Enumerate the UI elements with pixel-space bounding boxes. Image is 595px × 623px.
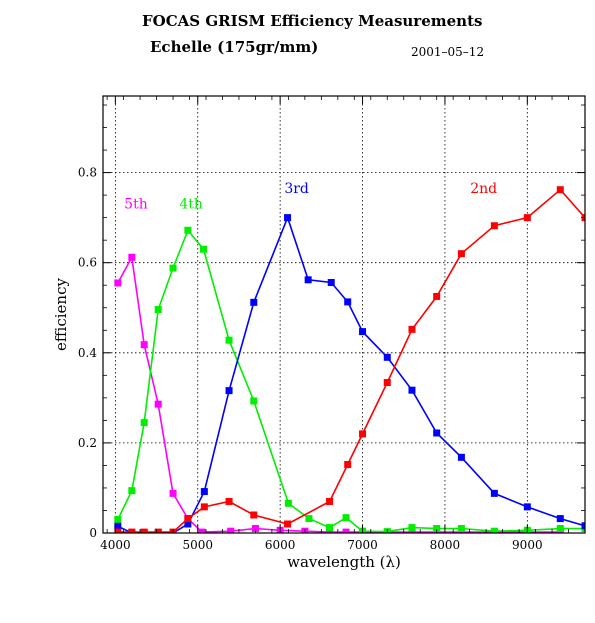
data-point-5th (140, 341, 148, 349)
data-point-5th (342, 528, 350, 533)
data-point-3rd (327, 279, 335, 287)
data-point-2nd (200, 503, 208, 511)
data-point-3rd (184, 520, 192, 528)
y-axis-label: efficiency (52, 278, 70, 351)
data-point-4th (154, 306, 162, 314)
data-point-3rd (408, 386, 416, 394)
data-point-3rd (433, 429, 441, 437)
data-point-2nd (128, 528, 136, 533)
data-point-2nd (140, 528, 148, 533)
data-point-4th (457, 524, 465, 532)
x-tick-label: 5000 (182, 538, 213, 552)
data-point-4th (140, 419, 148, 427)
x-tick-label: 9000 (512, 538, 543, 552)
chart-date: 2001–05–12 (411, 45, 485, 59)
data-point-4th (128, 487, 136, 495)
y-tick-label: 0 (89, 526, 97, 540)
data-point-2nd (433, 292, 441, 300)
series-4th (114, 226, 585, 533)
data-point-2nd (556, 186, 564, 194)
data-point-3rd (359, 328, 367, 336)
data-point-3rd (523, 503, 531, 511)
series-label-4th: 4th (179, 197, 203, 213)
x-tick-label: 4000 (100, 538, 131, 552)
axis-ticks: 4000 5000 6000 7000 8000 9000 0 0.2 0.4 0.6 0.8 (78, 96, 586, 552)
grid (103, 96, 585, 533)
data-point-3rd (304, 276, 312, 284)
y-tick-label: 0.6 (78, 256, 97, 270)
data-point-2nd (154, 528, 162, 533)
data-point-4th (556, 524, 564, 532)
data-point-3rd (581, 522, 585, 530)
data-point-4th (169, 264, 177, 272)
data-point-3rd (250, 298, 258, 306)
data-point-5th (198, 528, 206, 533)
data-point-4th (250, 397, 258, 405)
data-point-2nd (490, 222, 498, 230)
data-point-3rd (556, 515, 564, 523)
x-tick-label: 8000 (430, 538, 461, 552)
data-point-4th (284, 499, 292, 507)
data-point-2nd (284, 520, 292, 528)
data-point-4th (184, 226, 192, 234)
plot-frame (102, 95, 586, 534)
data-point-3rd (344, 298, 352, 306)
data-point-4th (305, 515, 313, 523)
data-point-2nd (359, 430, 367, 438)
data-point-4th (433, 524, 441, 532)
data-point-2nd (184, 515, 192, 523)
data-point-3rd (457, 453, 465, 461)
y-tick-label: 0.2 (78, 436, 97, 450)
data-point-2nd (383, 379, 391, 387)
series-label-5th: 5th (124, 197, 148, 213)
data-point-3rd (114, 522, 122, 530)
data-point-2nd (344, 461, 352, 469)
data-point-2nd (457, 250, 465, 258)
data-point-2nd (326, 497, 334, 505)
series-line-2nd (117, 188, 585, 533)
data-point-5th (169, 489, 177, 497)
data-point-3rd (284, 214, 292, 222)
data-point-5th (227, 527, 235, 533)
data-point-2nd (225, 497, 233, 505)
series-label-3rd: 3rd (284, 181, 309, 197)
x-tick-label: 7000 (347, 538, 378, 552)
data-point-3rd (225, 387, 233, 395)
data-point-3rd (383, 353, 391, 361)
series-line-3rd (117, 215, 585, 533)
series-line-4th (117, 228, 585, 533)
x-tick-label: 6000 (265, 538, 296, 552)
data-point-4th (342, 514, 350, 522)
data-point-5th (128, 253, 136, 261)
y-tick-label: 0.4 (78, 346, 97, 360)
chart-title: FOCAS GRISM Efficiency Measurements (142, 12, 483, 30)
chart-subtitle: Echelle (175gr/mm) (150, 38, 319, 56)
data-point-4th (490, 527, 498, 533)
data-point-5th (114, 279, 122, 287)
data-point-4th (408, 524, 416, 532)
data-point-5th (154, 400, 162, 408)
data-point-4th (326, 524, 334, 532)
data-point-4th (114, 515, 122, 523)
data-point-3rd (490, 489, 498, 497)
series-2nd (114, 186, 585, 533)
data-point-4th (225, 336, 233, 344)
data-point-2nd (114, 528, 122, 533)
data-point-4th (200, 245, 208, 253)
data-point-3rd (200, 488, 208, 496)
data-point-2nd (250, 511, 258, 519)
data-point-5th (251, 524, 259, 532)
data-point-2nd (408, 325, 416, 333)
y-tick-label: 0.8 (78, 166, 97, 180)
series-label-2nd: 2nd (470, 181, 497, 197)
x-axis-label: wavelength (λ) (287, 553, 401, 571)
data-point-2nd (523, 214, 531, 222)
series-group: 5th 4th 3rd 2nd (114, 181, 585, 533)
